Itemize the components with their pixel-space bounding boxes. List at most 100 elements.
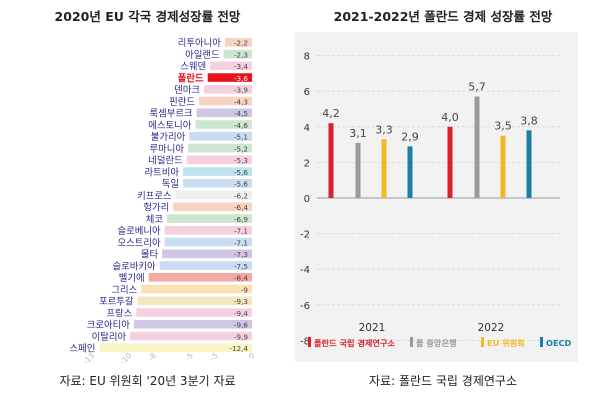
country-label: 크로아티아 xyxy=(87,320,131,331)
bar-0 xyxy=(224,38,252,47)
country-label: 벨기에 xyxy=(119,273,145,284)
country-label: 키프로스 xyxy=(137,191,172,202)
bar-4 xyxy=(204,85,252,94)
bar-6 xyxy=(196,108,252,118)
country-label: 아일랜드 xyxy=(185,50,220,61)
bar-value-label: -5,1 xyxy=(234,133,248,142)
bar-1 xyxy=(223,49,252,59)
bar-value-label: -12,4 xyxy=(229,344,248,353)
country-label: 이탈리아 xyxy=(92,331,127,343)
y-tick-label: 2 xyxy=(304,158,310,169)
bar-14 xyxy=(173,202,252,212)
bar-3 xyxy=(207,73,252,82)
y-tick-label: -6 xyxy=(300,301,310,312)
y-tick-label: 4 xyxy=(304,123,310,134)
bar-2021-series-1 xyxy=(355,142,361,198)
country-label: 네덜란드 xyxy=(148,155,183,167)
bar-value-label: -9,9 xyxy=(234,332,248,341)
bar-value-label: -4,5 xyxy=(234,109,248,118)
bar-12 xyxy=(183,179,252,188)
y-tick-label: -4 xyxy=(300,265,310,276)
right-chart-panel: 2021-2022년 폴란드 경제 성장률 전망 8 6 4 2 0 -2 -4 -6 -8 4,… xyxy=(295,0,591,400)
legend-label: OECD xyxy=(546,338,572,348)
country-label: 프랑스 xyxy=(106,307,132,319)
bar-10 xyxy=(186,155,252,165)
data-label: 5,7 xyxy=(468,81,486,94)
legend-swatch xyxy=(308,337,311,347)
x-tick-label: -5 xyxy=(183,351,195,363)
bar-2022-series-0 xyxy=(447,126,453,198)
bar-value-label: -9,6 xyxy=(234,321,248,330)
data-label: 2,9 xyxy=(401,130,419,143)
bar-13 xyxy=(175,190,252,200)
bar-value-label: -3,9 xyxy=(234,86,248,95)
data-label: 3,3 xyxy=(375,123,393,136)
y-tick-label: 0 xyxy=(304,194,310,205)
eu-growth-bar-chart: 리투아니아 -2,2 아일랜드 -2,3 스웨덴 -3,4 폴란드 -3,6 덴마크 -3,9 핀란… xyxy=(69,38,257,366)
country-label: 룩셈부르크 xyxy=(149,109,193,120)
bar-value-label: -2,2 xyxy=(234,39,248,48)
bar-2021-series-3 xyxy=(407,146,413,198)
bar-value-label: -6,9 xyxy=(234,215,248,224)
data-label: 4,0 xyxy=(441,111,459,124)
legend-swatch xyxy=(410,337,413,347)
legend-swatch xyxy=(540,337,543,347)
bar-2022-series-2 xyxy=(500,135,506,198)
legend-swatch xyxy=(481,337,484,347)
data-label: 4,2 xyxy=(322,107,340,120)
country-label: 독일 xyxy=(162,179,179,190)
bar-2021-series-0 xyxy=(328,123,334,198)
country-label: 몰타 xyxy=(141,250,159,261)
bar-2021-series-2 xyxy=(381,139,387,198)
country-label: 스페인 xyxy=(69,344,95,355)
plot-background xyxy=(295,32,578,362)
y-tick-label: 8 xyxy=(304,52,310,63)
bar-19 xyxy=(159,261,252,270)
bar-16 xyxy=(164,226,252,235)
left-chart-title: 2020년 EU 각국 경제성장률 전망 xyxy=(54,9,241,24)
right-chart-source: 자료: 폴란드 국립 경제연구소 xyxy=(369,374,517,388)
legend-label: 폴란드 국립 경제연구소 xyxy=(314,338,395,348)
bar-21 xyxy=(141,284,252,294)
bar-value-label: -5,2 xyxy=(234,144,248,153)
country-label: 스웨덴 xyxy=(180,61,206,73)
bar-8 xyxy=(189,132,252,141)
country-label: 슬로바키아 xyxy=(113,261,157,272)
bar-value-label: -6,2 xyxy=(234,191,248,200)
bar-17 xyxy=(164,237,252,247)
left-chart-source: 자료: EU 위원회 '20년 3분기 자료 xyxy=(59,374,236,388)
country-label: 폴란드 xyxy=(178,72,204,84)
bar-value-label: -9,4 xyxy=(234,309,248,318)
bar-value-label: -9,3 xyxy=(234,297,248,306)
bar-value-label: -4,6 xyxy=(234,121,248,130)
country-label: 그리스 xyxy=(111,285,137,296)
bar-22 xyxy=(137,296,252,306)
y-tick-label: -8 xyxy=(300,336,310,347)
x-tick-label: 0 xyxy=(247,351,257,361)
country-label: 포르투갈 xyxy=(99,296,134,308)
data-label: 3,8 xyxy=(520,114,538,127)
bar-value-label: -3,6 xyxy=(234,74,248,83)
bar-value-label: -4,3 xyxy=(234,97,248,106)
bar-value-label: -7,1 xyxy=(234,227,248,236)
bar-value-label: -7,3 xyxy=(234,250,248,259)
data-label: 3,5 xyxy=(494,120,512,133)
y-tick-label: 6 xyxy=(304,87,310,98)
bar-2022-series-1 xyxy=(474,96,480,198)
country-label: 덴마크 xyxy=(174,85,200,96)
bar-value-label: -7,5 xyxy=(234,262,248,271)
x-tick-label: -3 xyxy=(208,351,220,363)
bar-26 xyxy=(99,343,252,353)
country-label: 오스트리아 xyxy=(117,238,161,249)
legend-label: EU 위원회 xyxy=(487,338,525,348)
bar-value-label: -6,4 xyxy=(234,203,248,212)
x-tick-label: -8 xyxy=(146,351,158,363)
bar-18 xyxy=(162,249,252,259)
country-label: 슬로베니아 xyxy=(117,226,161,237)
bar-24 xyxy=(133,320,252,329)
bar-value-label: -5,3 xyxy=(234,156,248,165)
bar-value-label: -3,4 xyxy=(234,62,248,71)
bar-value-label: -9 xyxy=(241,285,249,294)
bar-value-label: -7,1 xyxy=(234,238,248,247)
country-label: 루마니아 xyxy=(149,144,184,155)
